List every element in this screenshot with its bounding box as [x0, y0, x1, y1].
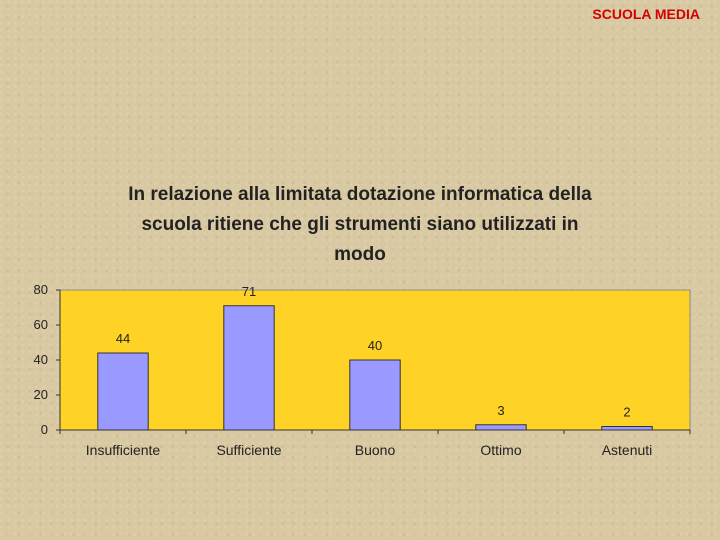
bar: [475, 424, 527, 431]
y-axis: 0 20 40 60 80: [34, 282, 61, 437]
bar: [349, 359, 401, 431]
x-tick-label: Ottimo: [480, 442, 521, 458]
bar: [223, 305, 275, 431]
data-label: 40: [368, 338, 382, 353]
x-axis: Insufficiente Sufficiente Buono Ottimo Asten…: [59, 429, 691, 458]
data-label: 3: [497, 403, 504, 418]
y-tick-label: 40: [34, 352, 48, 367]
data-label: 71: [242, 284, 256, 299]
y-tick-label: 0: [41, 422, 48, 437]
x-tick-label: Buono: [355, 442, 396, 458]
x-tick-label: Astenuti: [602, 442, 653, 458]
y-tick-label: 60: [34, 317, 48, 332]
data-labels: 44 71 40 3 2: [116, 284, 631, 420]
data-label: 44: [116, 331, 130, 346]
data-label: 2: [623, 405, 630, 420]
x-tick-label: Sufficiente: [216, 442, 281, 458]
header-label: SCUOLA MEDIA: [592, 6, 700, 22]
bar: [97, 352, 149, 431]
bars: [97, 305, 653, 431]
y-tick-label: 80: [34, 282, 48, 297]
bar: [601, 426, 653, 431]
y-tick-label: 20: [34, 387, 48, 402]
x-tick-label: Insufficiente: [86, 442, 161, 458]
chart-title: In relazione alla limitata dotazione inf…: [128, 184, 592, 265]
